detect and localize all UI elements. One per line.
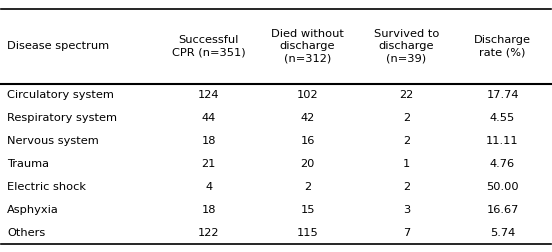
Text: Asphyxia: Asphyxia (7, 205, 59, 215)
Text: 122: 122 (198, 228, 220, 238)
Text: 50.00: 50.00 (486, 182, 519, 192)
Text: Circulatory system: Circulatory system (7, 90, 114, 100)
Text: 16.67: 16.67 (486, 205, 519, 215)
Text: 2: 2 (304, 182, 311, 192)
Text: 3: 3 (403, 205, 410, 215)
Text: 5.74: 5.74 (490, 228, 515, 238)
Text: 4.76: 4.76 (490, 159, 515, 169)
Text: Disease spectrum: Disease spectrum (7, 41, 109, 51)
Text: Others: Others (7, 228, 45, 238)
Text: 15: 15 (300, 205, 315, 215)
Text: Discharge
rate (%): Discharge rate (%) (474, 35, 531, 57)
Text: 20: 20 (300, 159, 315, 169)
Text: 18: 18 (201, 136, 216, 146)
Text: Nervous system: Nervous system (7, 136, 99, 146)
Text: 18: 18 (201, 205, 216, 215)
Text: 2: 2 (403, 182, 410, 192)
Text: 124: 124 (198, 90, 220, 100)
Text: 42: 42 (300, 113, 315, 123)
Text: Died without
discharge
(n=312): Died without discharge (n=312) (271, 29, 344, 64)
Text: 102: 102 (297, 90, 319, 100)
Text: Successful
CPR (n=351): Successful CPR (n=351) (172, 35, 246, 57)
Text: 4.55: 4.55 (490, 113, 515, 123)
Text: Trauma: Trauma (7, 159, 49, 169)
Text: 16: 16 (300, 136, 315, 146)
Text: Survived to
discharge
(n=39): Survived to discharge (n=39) (374, 29, 439, 64)
Text: Respiratory system: Respiratory system (7, 113, 117, 123)
Text: 115: 115 (297, 228, 319, 238)
Text: 44: 44 (201, 113, 216, 123)
Text: 21: 21 (201, 159, 216, 169)
Text: 22: 22 (399, 90, 413, 100)
Text: Electric shock: Electric shock (7, 182, 86, 192)
Text: 17.74: 17.74 (486, 90, 519, 100)
Text: 11.11: 11.11 (486, 136, 519, 146)
Text: 7: 7 (403, 228, 410, 238)
Text: 4: 4 (205, 182, 213, 192)
Text: 1: 1 (403, 159, 410, 169)
Text: 2: 2 (403, 113, 410, 123)
Text: 2: 2 (403, 136, 410, 146)
